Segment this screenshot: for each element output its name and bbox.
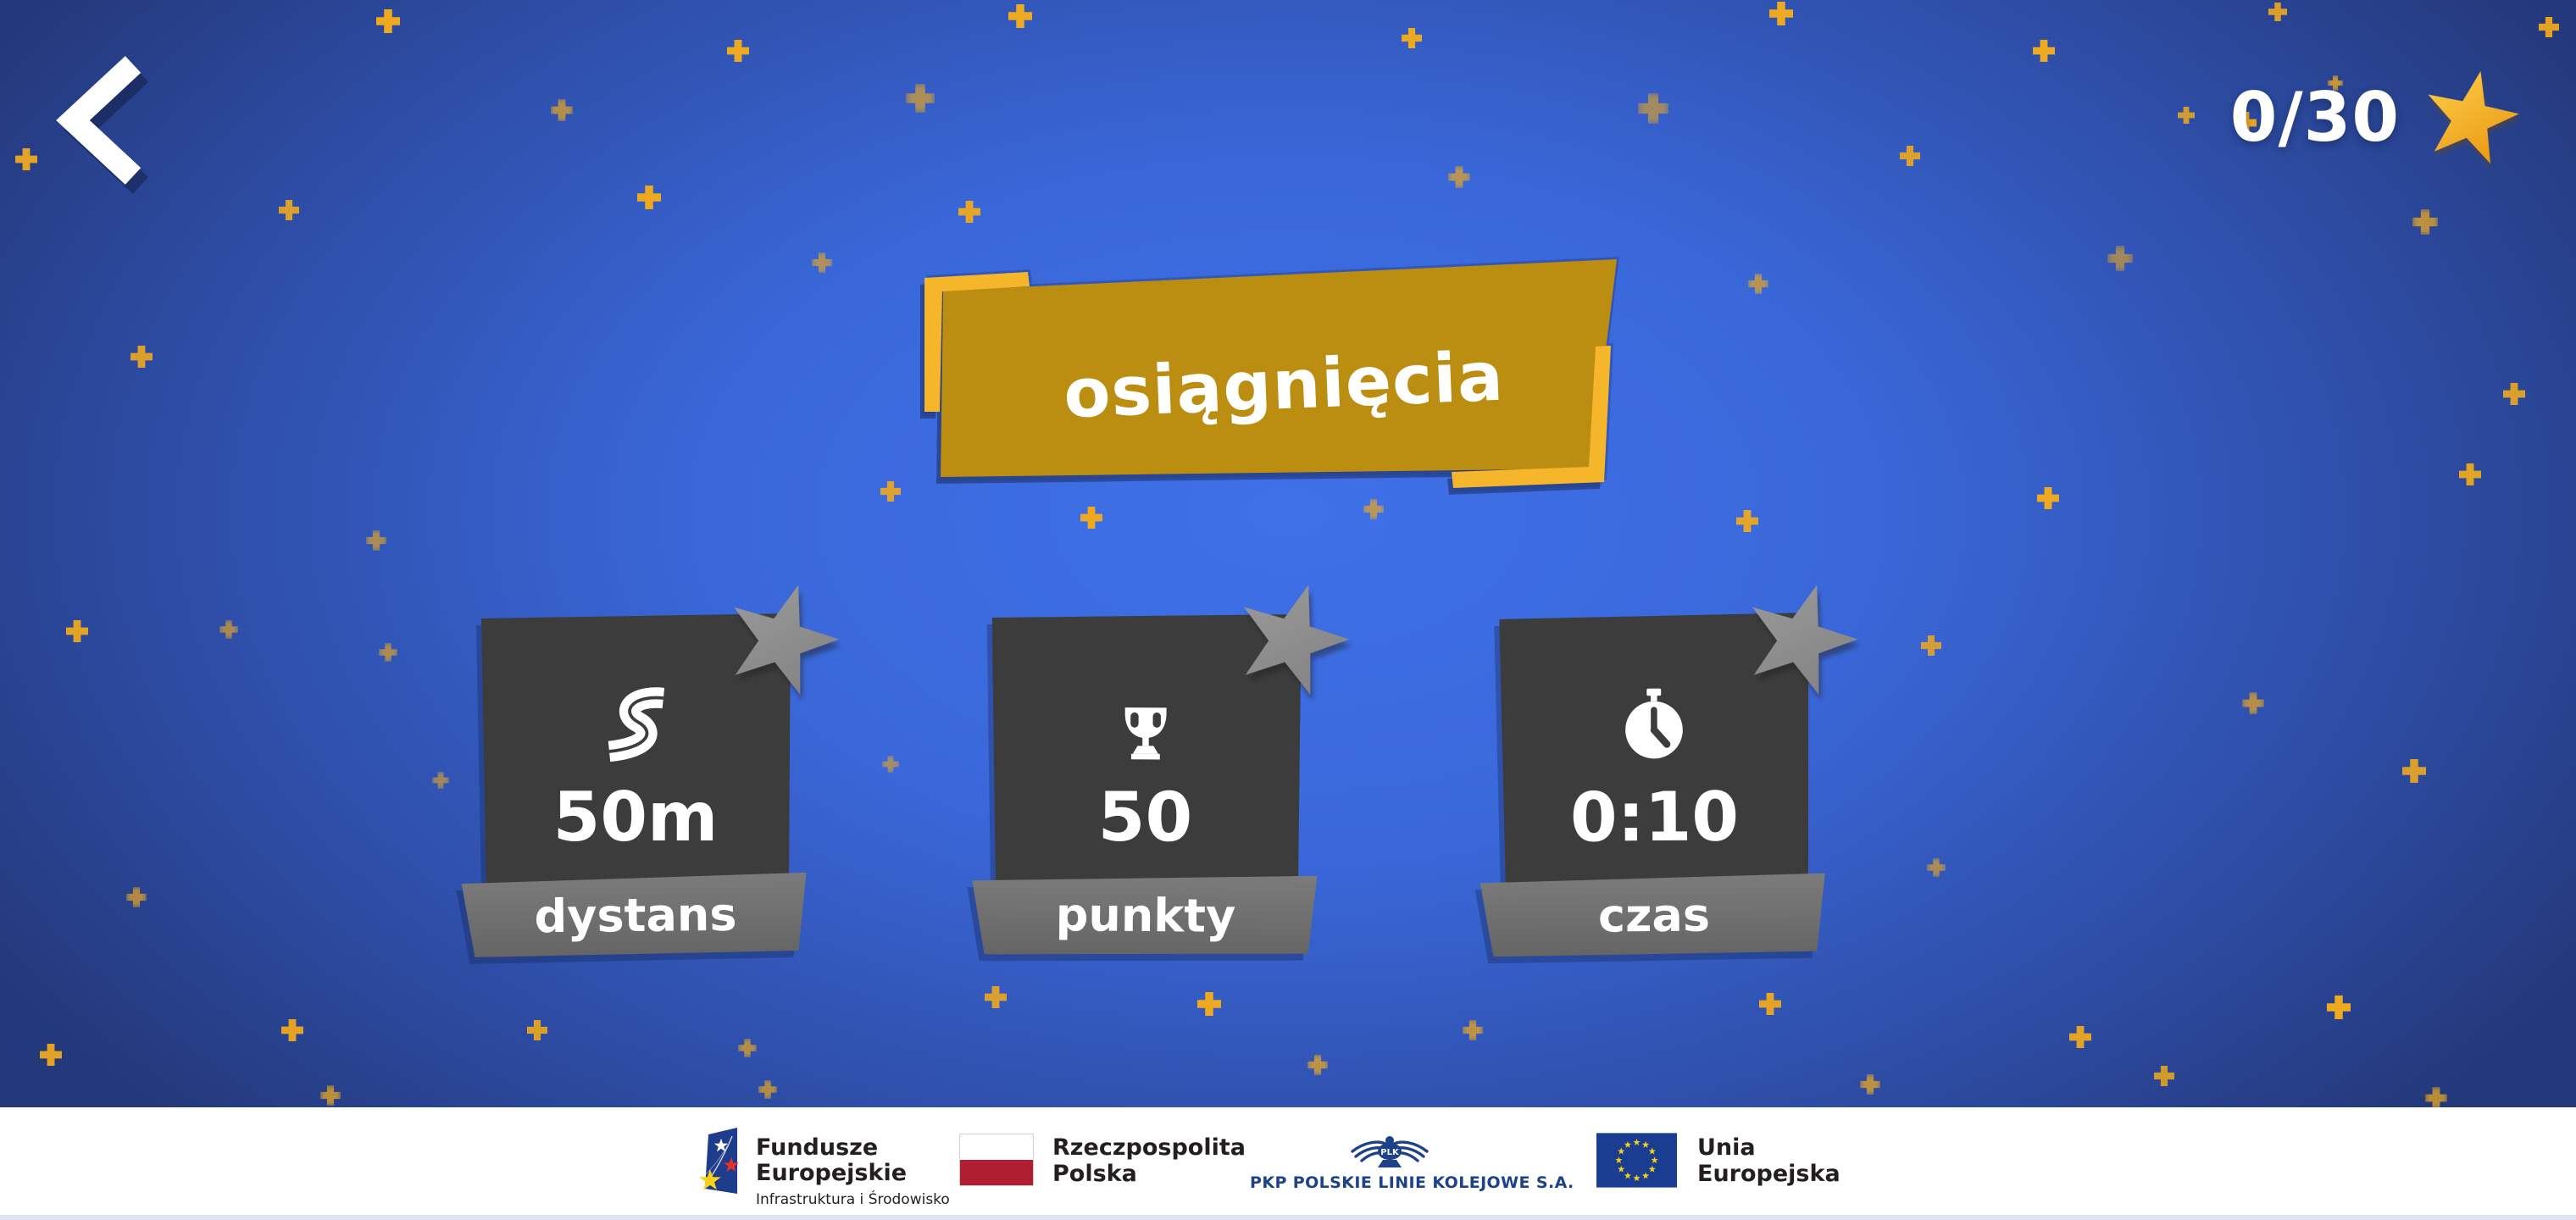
card-panel: 50 [967,575,1324,889]
achievement-card-punkty: 50 punkty [967,575,1350,974]
card-panel: 50m [481,613,791,886]
pkp-emblem-icon: PLK [1351,1136,1429,1167]
fundusze-title-line1: Fundusze [756,1134,879,1161]
achievement-label: punkty [972,873,1320,957]
trophy-icon [1106,687,1185,762]
fundusze-flag-icon [699,1128,740,1194]
poland-flag-icon [959,1134,1034,1186]
road-icon [608,687,665,762]
score-display: 0/30 [2230,53,2522,181]
achievement-label: czas [1480,873,1829,957]
fundusze-subtitle: Infrastruktura i Środowisko [756,1191,950,1208]
pkp-plk-logo: PLK PKP POLSKIE LINIE KOLEJOWE S.A. [1250,1135,1574,1192]
card-panel: 0:10 [1475,575,1833,889]
pkp-emblem-text: PLK [1380,1148,1400,1157]
achievement-card-dystans: 50m dystans [458,576,840,974]
footer: Fundusze Europejskie Infrastruktura i Śr… [0,1107,2576,1215]
star-icon [1244,585,1350,696]
fundusze-europejskie-logo: Fundusze Europejskie Infrastruktura i Śr… [695,1124,950,1208]
star-icon [1752,585,1858,696]
footer-bottom-strip [0,1215,2576,1220]
poland-logo: Rzeczpospolita Polska [959,1134,1246,1187]
fundusze-title-line2: Europejskie [756,1160,908,1186]
achievement-label: dystans [462,873,810,957]
poland-line2: Polska [1052,1161,1137,1187]
achievement-value: 50m [552,778,719,857]
pkp-label: PKP POLSKIE LINIE KOLEJOWE S.A. [1250,1173,1574,1192]
eu-logo: Unia Europejska [1596,1129,1881,1191]
score-value: 0/30 [2229,77,2400,157]
banner-shape [924,259,1617,488]
eu-flag-icon [1596,1133,1677,1188]
eu-label: Unia Europejska [1697,1134,1840,1187]
star-icon [2428,71,2519,164]
achievement-value: 50 [1097,777,1193,857]
back-button[interactable] [54,56,147,185]
star-icon [734,585,840,696]
poland-line1: Rzeczpospolita [1052,1134,1246,1161]
title-banner: osiągnięcia [919,244,1648,498]
stopwatch-icon [1614,687,1694,762]
chevron-left-icon [56,56,142,185]
achievement-card-czas: 0:10 czas [1475,575,1858,974]
achievement-value: 0:10 [1569,777,1740,857]
